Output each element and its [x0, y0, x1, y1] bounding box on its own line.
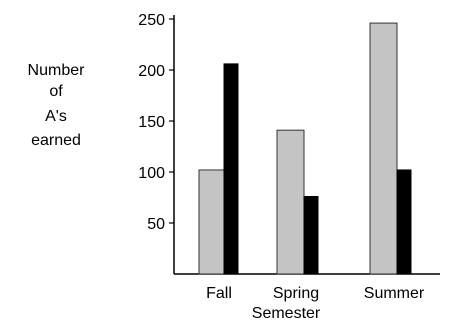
- bar-summer-gray: [369, 22, 398, 275]
- x-axis-label: Semester: [252, 305, 321, 322]
- y-axis-ticks: 50 100 150 200 250: [138, 12, 174, 233]
- y-tick-label: 50: [147, 216, 165, 233]
- y-tick-label: 150: [138, 114, 165, 131]
- bars: [198, 22, 412, 275]
- x-category-label-fall: Fall: [206, 285, 232, 302]
- y-axis-label-line: A's: [45, 108, 67, 125]
- bar-fall-black: [223, 63, 239, 275]
- y-tick-label: 200: [138, 63, 165, 80]
- bar-summer-black: [396, 169, 412, 275]
- y-tick-label: 100: [138, 165, 165, 182]
- bar-spring-gray: [276, 129, 305, 275]
- bar-fall-gray: [198, 169, 225, 275]
- x-axis-categories: Fall Spring Summer: [206, 285, 425, 302]
- x-category-label-summer: Summer: [364, 285, 425, 302]
- y-axis-label: Number of A's earned: [28, 62, 86, 149]
- y-axis-label-line: of: [49, 83, 63, 100]
- y-tick-label: 250: [138, 12, 165, 29]
- x-category-label-spring: Spring: [273, 285, 319, 302]
- y-axis-label-line: Number: [28, 62, 86, 79]
- y-axis-label-line: earned: [31, 132, 81, 149]
- bar-spring-black: [303, 195, 319, 275]
